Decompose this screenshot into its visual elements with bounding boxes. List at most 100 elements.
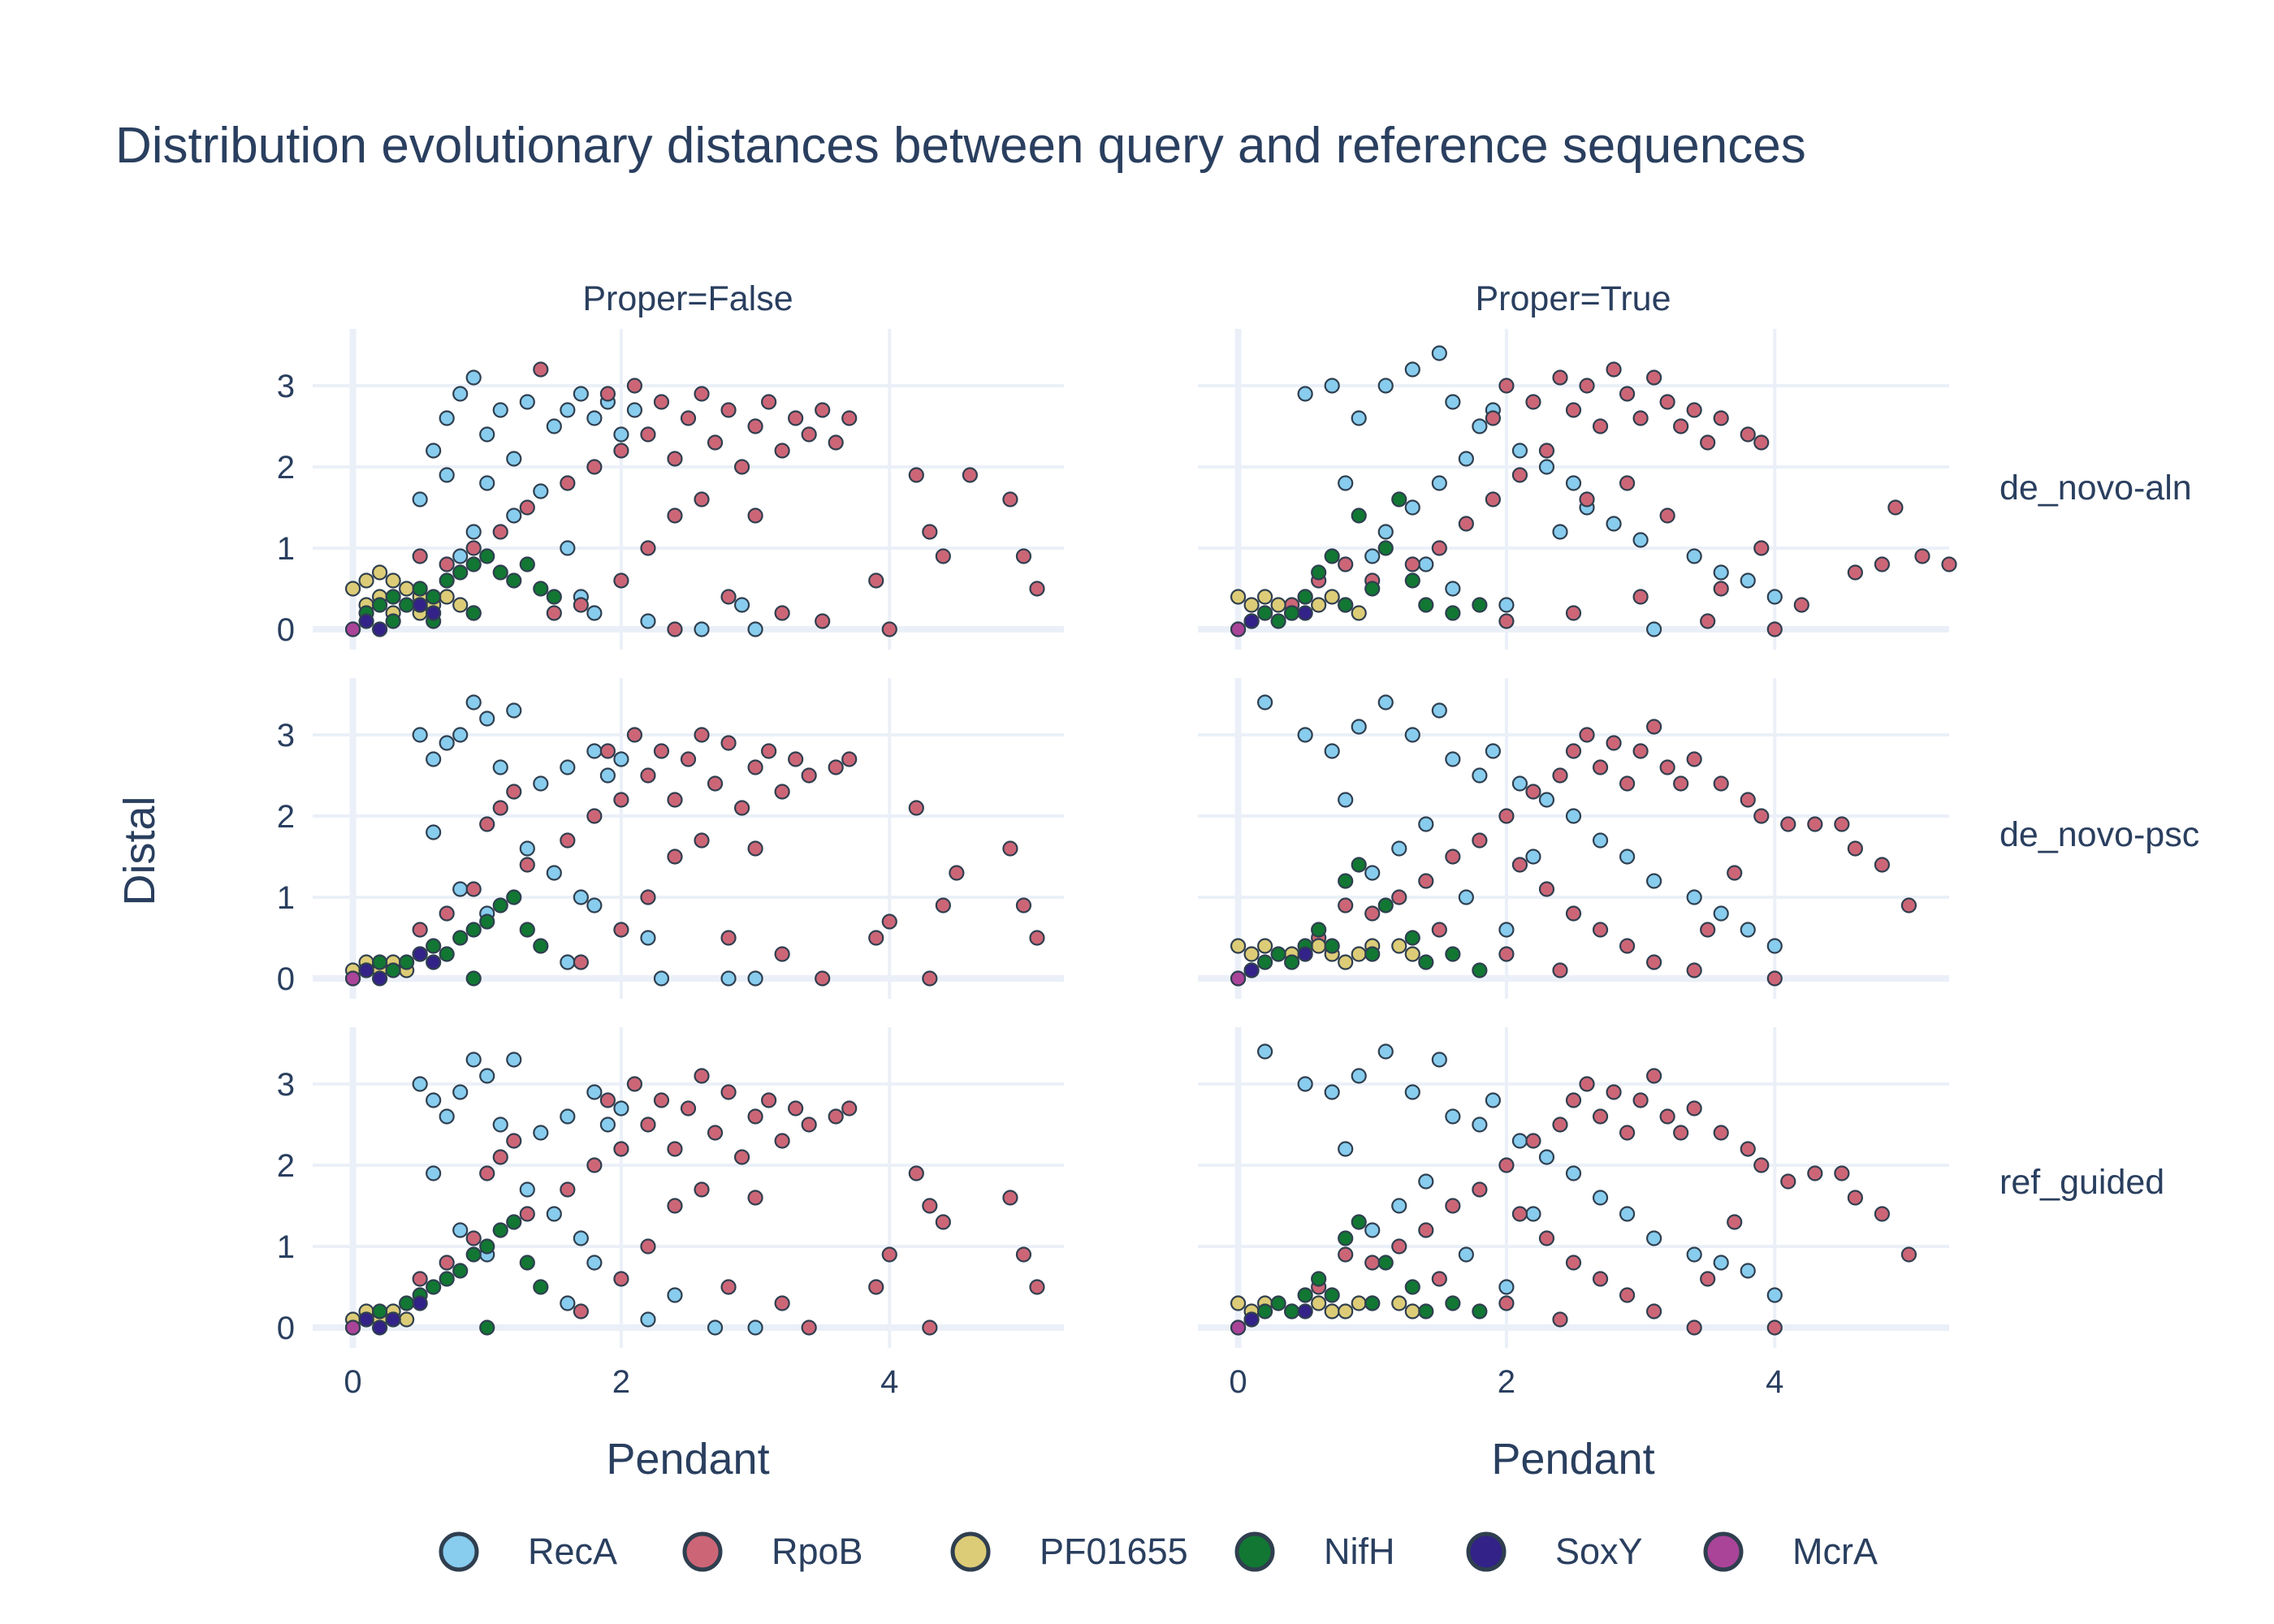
point-rpob (815, 402, 831, 418)
point-reca (1458, 451, 1474, 467)
point-rpob (774, 1133, 790, 1149)
point-reca (1324, 378, 1340, 394)
point-rpob (1418, 873, 1434, 889)
facet-panel-r1-c1 (1198, 678, 1949, 999)
point-mcra (344, 970, 361, 987)
point-reca (1592, 1190, 1609, 1206)
legend-label-mcra: McrA (1792, 1531, 1878, 1572)
point-rpob (707, 775, 724, 792)
point-reca (1511, 1133, 1528, 1149)
point-pf01655 (1391, 938, 1407, 954)
point-soxy (371, 970, 388, 987)
x-tick-label: 4 (880, 1364, 898, 1400)
point-reca (613, 426, 629, 443)
point-reca (1498, 597, 1515, 613)
point-rpob (1700, 434, 1716, 451)
x-tick-label: 2 (1498, 1364, 1515, 1400)
chart-title: Distribution evolutionary distances betw… (115, 118, 1806, 174)
point-rpob (1552, 962, 1568, 978)
point-rpob (1700, 613, 1716, 629)
point-reca (479, 475, 495, 491)
point-reca (1646, 873, 1662, 889)
point-mcra (1230, 1320, 1247, 1336)
legend-item-mcra[interactable]: McrA (1703, 1531, 1878, 1572)
point-reca (519, 1181, 535, 1198)
point-rpob (841, 410, 858, 426)
point-reca (1458, 889, 1474, 905)
point-rpob (1713, 775, 1729, 792)
point-nifh (465, 922, 482, 938)
legend-item-nifh[interactable]: NifH (1234, 1531, 1395, 1572)
point-reca (586, 1084, 603, 1100)
point-reca (1740, 922, 1756, 938)
point-pf01655 (1311, 597, 1327, 613)
point-reca (1351, 719, 1367, 735)
point-rpob (1700, 922, 1716, 938)
point-reca (465, 694, 482, 710)
point-rpob (815, 613, 831, 629)
point-rpob (694, 1181, 710, 1198)
point-nifh (452, 564, 469, 581)
legend-item-soxy[interactable]: SoxY (1466, 1531, 1643, 1572)
point-nifh (1351, 1214, 1367, 1230)
point-reca (439, 467, 455, 483)
point-reca (426, 1165, 442, 1181)
point-soxy (412, 946, 428, 962)
point-rpob (653, 743, 670, 759)
point-rpob (1579, 1076, 1595, 1092)
legend-item-reca[interactable]: RecA (439, 1531, 617, 1572)
point-rpob (1431, 1271, 1447, 1287)
y-tick-label: 1 (277, 531, 295, 567)
point-nifh (1418, 597, 1434, 613)
point-rpob (586, 808, 603, 824)
point-nifh (1311, 922, 1327, 938)
point-reca (533, 1125, 549, 1141)
legend-item-rpob[interactable]: RpoB (682, 1531, 863, 1572)
point-rpob (908, 1165, 924, 1181)
point-rpob (439, 556, 455, 572)
point-pf01655 (1256, 938, 1273, 954)
point-rpob (1606, 735, 1622, 751)
point-reca (599, 1116, 616, 1133)
point-pf01655 (1404, 1303, 1420, 1320)
point-rpob (1525, 784, 1541, 800)
point-nifh (479, 1238, 495, 1255)
facet-col-label-proper-false: Proper=False (582, 279, 793, 318)
point-rpob (1472, 1181, 1488, 1198)
point-nifh (1364, 946, 1381, 962)
point-reca (1565, 1165, 1582, 1181)
point-rpob (1780, 1173, 1796, 1190)
facet-col-label-proper-true: Proper=True (1476, 279, 1671, 318)
point-rpob (560, 475, 576, 491)
point-reca (533, 775, 549, 792)
point-nifh (533, 1279, 549, 1295)
point-rpob (1445, 849, 1461, 865)
point-rpob (774, 784, 790, 800)
point-rpob (1673, 418, 1689, 434)
point-rpob (1673, 1125, 1689, 1141)
point-reca (1525, 1206, 1541, 1222)
point-rpob (881, 1246, 897, 1263)
point-rpob (761, 394, 777, 410)
point-rpob (1753, 808, 1770, 824)
point-soxy (358, 962, 374, 978)
legend-marker-reca (439, 1531, 479, 1572)
point-reca (506, 702, 522, 719)
point-reca (1364, 1222, 1381, 1238)
point-nifh (1256, 605, 1273, 621)
point-nifh (1324, 548, 1340, 564)
point-rpob (1445, 1198, 1461, 1214)
legend-item-pf01655[interactable]: PF01655 (950, 1531, 1188, 1572)
point-rpob (1780, 816, 1796, 832)
point-rpob (922, 524, 938, 540)
point-nifh (1445, 1295, 1461, 1311)
point-rpob (546, 605, 562, 621)
point-nifh (385, 589, 401, 605)
point-pf01655 (1324, 589, 1340, 605)
point-rpob (1418, 1222, 1434, 1238)
point-soxy (1243, 1311, 1260, 1328)
point-reca (1351, 1068, 1367, 1084)
point-reca (1472, 418, 1488, 434)
point-reca (465, 1052, 482, 1068)
point-reca (506, 508, 522, 524)
